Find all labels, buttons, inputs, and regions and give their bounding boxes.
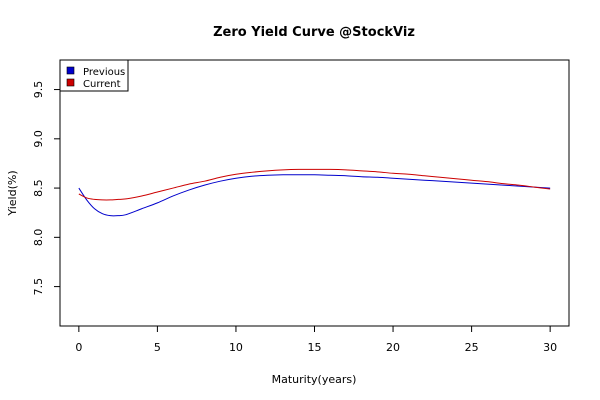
y-tick-label: 9.0 bbox=[32, 130, 45, 148]
y-axis-label: Yield(%) bbox=[6, 170, 19, 216]
x-tick-label: 15 bbox=[308, 341, 322, 354]
y-tick-label: 8.5 bbox=[32, 179, 45, 197]
series-line-previous bbox=[78, 174, 551, 217]
x-tick-label: 5 bbox=[154, 341, 161, 354]
legend-label-current: Current bbox=[83, 79, 121, 90]
legend: Previous Current bbox=[59, 59, 129, 92]
series-line-current bbox=[78, 168, 551, 201]
chart-title: Zero Yield Curve @StockViz bbox=[213, 25, 415, 40]
x-tick-label: 25 bbox=[465, 341, 479, 354]
y-tick-label: 8.0 bbox=[32, 229, 45, 247]
y-tick-label: 7.5 bbox=[32, 278, 45, 296]
legend-swatch-current bbox=[66, 78, 75, 87]
x-tick-label: 30 bbox=[543, 341, 557, 354]
y-axis: 7.5 8.0 8.5 9.0 9.5 bbox=[32, 81, 60, 296]
x-axis: 0 5 10 15 20 25 30 bbox=[75, 326, 557, 354]
legend-label-previous: Previous bbox=[83, 67, 125, 78]
series-group bbox=[78, 168, 551, 217]
x-tick-label: 0 bbox=[75, 341, 82, 354]
x-tick-label: 10 bbox=[229, 341, 243, 354]
plot-area bbox=[59, 59, 570, 327]
legend-swatch-previous bbox=[66, 66, 75, 75]
y-tick-label: 9.5 bbox=[32, 81, 45, 99]
x-axis-label: Maturity(years) bbox=[272, 373, 357, 386]
x-tick-label: 20 bbox=[386, 341, 400, 354]
